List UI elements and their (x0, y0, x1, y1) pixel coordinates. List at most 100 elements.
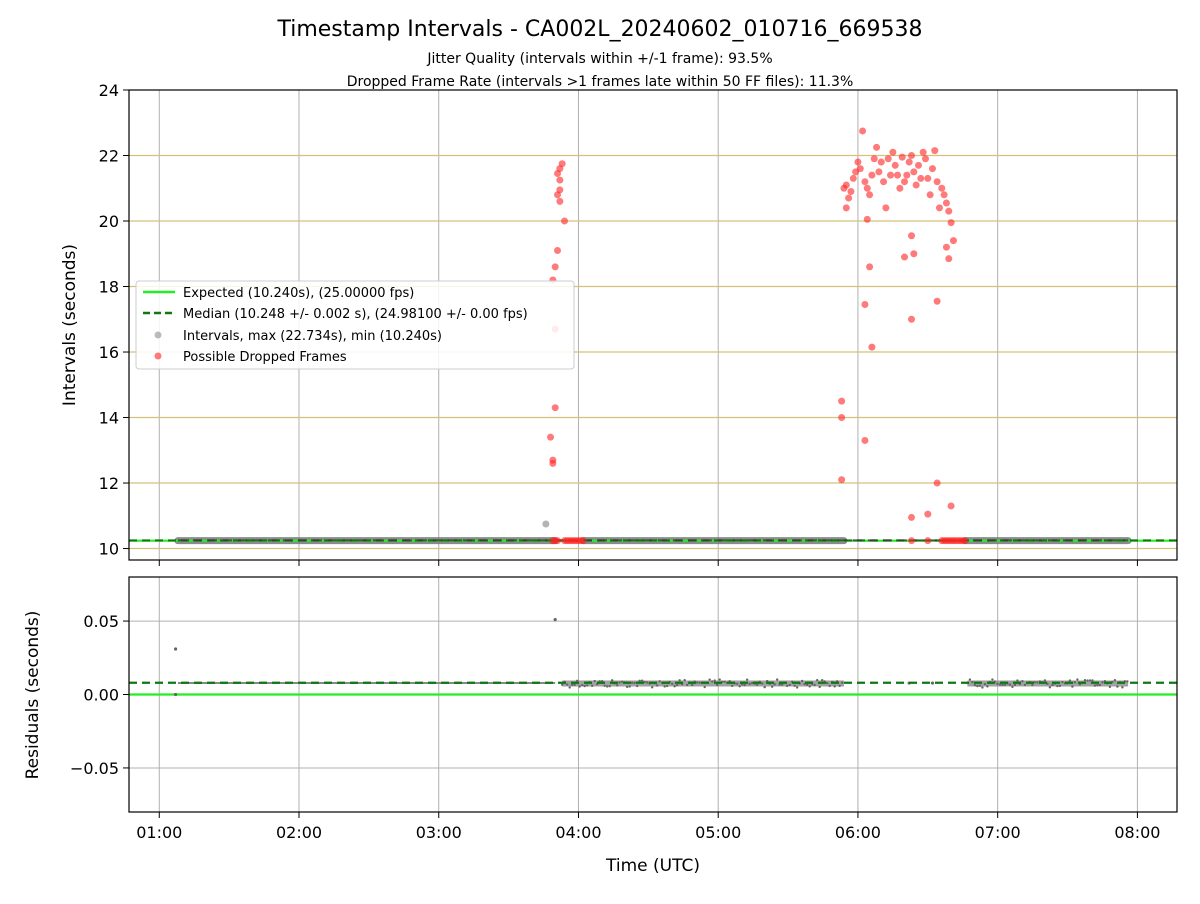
dropped-frame-point (908, 152, 916, 160)
dropped-frame-point (947, 219, 955, 227)
dropped-frame-point (908, 537, 916, 545)
dropped-frame-point (838, 397, 846, 405)
residual-point (638, 679, 641, 683)
top-plot-series (129, 127, 1177, 545)
dropped-frame-point (861, 301, 869, 309)
residual-point (603, 684, 606, 687)
dropped-frame-point (868, 171, 876, 179)
dropped-frame-point (556, 176, 564, 184)
residual-point (986, 685, 989, 688)
residual-point (640, 679, 644, 682)
residual-point (1076, 678, 1079, 681)
residual-point (1083, 679, 1087, 682)
dropped-frame-point (908, 232, 916, 240)
residual-point (643, 680, 646, 684)
residual-point (833, 685, 836, 688)
bottom-y-tick-label: 0.05 (83, 612, 119, 631)
residual-point (173, 692, 178, 697)
residual-point (605, 685, 609, 688)
dropped-frame-point (875, 168, 883, 176)
residual-point (1008, 683, 1012, 686)
dropped-frame-point (908, 513, 916, 521)
residual-point (788, 683, 791, 687)
dropped-frame-point (880, 178, 888, 186)
dropped-frame-point (859, 127, 867, 135)
residual-point (173, 647, 178, 651)
dropped-frame-point (898, 153, 906, 161)
legend-box (135, 280, 575, 370)
residual-point (750, 681, 754, 685)
x-tick-label: 06:00 (835, 823, 881, 842)
residual-point (713, 679, 716, 682)
dropped-frame-point (554, 246, 562, 254)
residual-point (1048, 686, 1052, 689)
dropped-frame-point (942, 243, 950, 251)
residual-point (780, 683, 784, 686)
legend-median-label: Median (10.248 +/- 0.002 s), (24.98100 +… (183, 307, 528, 322)
dropped-frame-point (877, 158, 885, 166)
residual-point (583, 684, 586, 688)
residual-point (1071, 685, 1074, 688)
residual-point (976, 684, 979, 688)
dropped-frame-point (933, 178, 941, 186)
top-y-tick-label: 10 (99, 540, 119, 559)
dropped-frame-point (901, 178, 909, 186)
top-y-axis-label: Intervals (seconds) (60, 244, 80, 406)
dropped-frame-point (845, 194, 853, 202)
residual-point (658, 680, 661, 683)
residual-point (730, 684, 734, 688)
legend: Expected (10.240s), (25.00000 fps) Media… (135, 280, 575, 370)
dropped-frame-point (903, 171, 911, 179)
dropped-frame-point (896, 184, 904, 192)
dropped-frame-point (863, 184, 871, 192)
residual-point (971, 680, 974, 684)
residual-point (1021, 679, 1024, 683)
residual-point (983, 683, 987, 686)
residual-point (695, 681, 699, 684)
dropped-frame-point (933, 479, 941, 487)
residual-point (570, 683, 574, 687)
dropped-frame-point (547, 433, 555, 441)
residual-point (820, 678, 824, 682)
residual-point (838, 684, 841, 688)
residual-point (568, 686, 571, 689)
residual-point (968, 678, 972, 681)
residual-point (1088, 679, 1092, 682)
residual-point (1016, 679, 1019, 682)
residual-point (670, 682, 674, 685)
dropped-frame-point (921, 155, 929, 163)
residual-point (553, 617, 557, 622)
residual-point (618, 681, 621, 684)
x-axis-label: Time (UTC) (605, 856, 700, 876)
residual-point (573, 683, 576, 687)
dropped-frame-point (866, 191, 874, 199)
residual-point (1051, 683, 1054, 687)
residual-point (1091, 679, 1094, 682)
chart-title: Timestamp Intervals - CA002L_20240602_01… (276, 17, 922, 42)
residual-point (1043, 679, 1047, 682)
dropped-frame-point (551, 263, 559, 271)
dropped-frame-point (961, 537, 969, 545)
dropped-frame-point (854, 158, 862, 166)
legend-dropped-label: Possible Dropped Frames (183, 350, 347, 365)
dropped-frame-point (910, 250, 918, 258)
residual-point (1003, 683, 1007, 687)
dropped-frame-point (894, 171, 902, 179)
dropped-frame-point (924, 510, 932, 518)
residual-point (1096, 683, 1099, 687)
residual-point (575, 679, 579, 683)
dropped-frame-point (556, 186, 564, 194)
residual-point (770, 685, 774, 688)
residual-point (998, 683, 1002, 686)
chart-subtitle-jitter: Jitter Quality (intervals within +/-1 fr… (426, 51, 772, 67)
residual-point (793, 684, 796, 688)
dropped-frame-point (842, 204, 850, 212)
top-y-tick-label: 16 (99, 343, 119, 362)
residual-point (710, 680, 714, 683)
residual-point (978, 684, 982, 688)
residual-point (610, 679, 614, 682)
residual-point (685, 683, 689, 687)
dropped-frame-point (863, 215, 871, 223)
dropped-frame-point (947, 502, 955, 510)
dropped-frame-point (870, 155, 878, 163)
